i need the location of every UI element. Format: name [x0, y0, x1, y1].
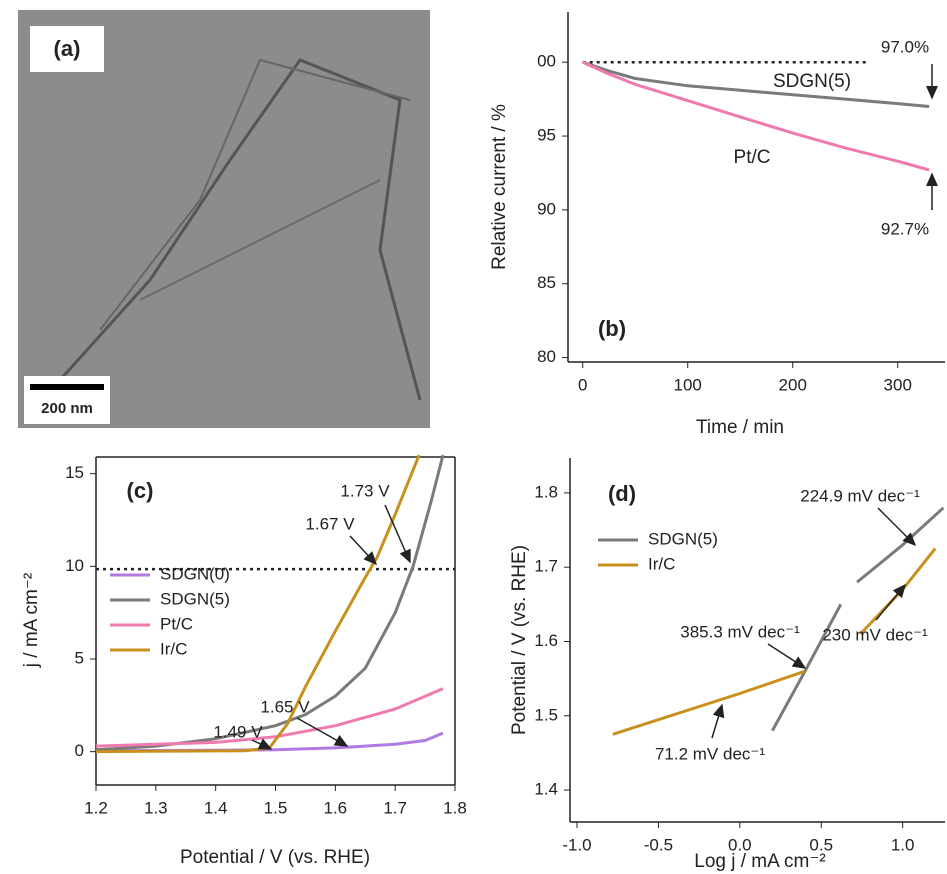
x-tick-label: 1.4: [204, 798, 228, 817]
y-tick-label: 80: [537, 347, 556, 366]
annotation: 230 mV dec⁻¹: [822, 625, 928, 644]
annotation: 385.3 mV dec⁻¹: [680, 622, 800, 641]
y-tick-label: 1.4: [534, 780, 558, 799]
x-tick-label: 1.7: [383, 798, 407, 817]
tem-image: (a) 200 nm: [18, 10, 430, 428]
x-axis-title: Time / min: [696, 417, 784, 438]
annotation-arrow: [878, 508, 915, 545]
x-tick-label: 300: [884, 375, 912, 394]
x-tick-label: 100: [674, 375, 702, 394]
annotation-arrow: [350, 536, 376, 564]
annotation-arrow: [768, 644, 805, 668]
y-tick-label: 1.6: [534, 631, 558, 650]
panel-label: (c): [127, 478, 154, 503]
annotation: 1.73 V: [340, 481, 390, 500]
x-tick-label: 1.0: [891, 835, 915, 854]
panel-label: (a): [54, 36, 81, 61]
x-tick-label: 1.6: [324, 798, 348, 817]
y-tick-label: 5: [75, 648, 84, 667]
y-tick-label: 1.7: [534, 557, 558, 576]
legend-label: Ir/C: [648, 554, 675, 573]
annotation: 224.9 mV dec⁻¹: [800, 486, 920, 505]
x-tick-label: 1.5: [264, 798, 288, 817]
series-line: [772, 508, 943, 731]
x-tick-label: -1.0: [562, 835, 591, 854]
y-tick-label: 0: [75, 741, 84, 760]
annotation: 92.7%: [881, 219, 929, 238]
legend-label: SDGN(5): [648, 529, 718, 548]
x-tick-label: 200: [779, 375, 807, 394]
annotation-arrow: [712, 705, 722, 738]
legend-label: Pt/C: [160, 614, 193, 633]
y-axis-title: Relative current / %: [489, 104, 510, 270]
y-tick-label: 90: [537, 199, 556, 218]
x-tick-label: 1.2: [84, 798, 108, 817]
y-tick-label: 1.8: [534, 482, 558, 501]
annotation: 1.65 V: [260, 697, 310, 716]
y-axis-title: j / mA cm⁻²: [21, 573, 42, 668]
annotation: 1.49 V: [213, 722, 263, 741]
x-tick-label: 1.3: [144, 798, 168, 817]
series-label: SDGN(5): [773, 71, 851, 92]
annotation: 71.2 mV dec⁻¹: [655, 744, 765, 763]
y-tick-label: 10: [65, 556, 84, 575]
panel-label: (b): [598, 316, 626, 341]
series-label: Pt/C: [734, 147, 771, 168]
y-tick-label: 00: [537, 52, 556, 71]
y-axis-title: Potential / V (vs. RHE): [509, 545, 530, 735]
annotation: 97.0%: [881, 37, 929, 56]
legend-label: Ir/C: [160, 639, 187, 658]
y-tick-label: 1.5: [534, 705, 558, 724]
y-tick-label: 85: [537, 273, 556, 292]
x-axis-title: Log j / mA cm⁻²: [694, 851, 825, 872]
panel-label: (d): [608, 481, 636, 506]
x-tick-label: 1.8: [443, 798, 467, 817]
annotation-arrow: [876, 585, 905, 620]
figure: (a) 200 nm 01002003008085909500Time / mi…: [0, 0, 947, 874]
y-tick-label: 15: [65, 463, 84, 482]
legend-label: SDGN(0): [160, 564, 230, 583]
y-tick-label: 95: [537, 126, 556, 145]
x-tick-label: -0.5: [644, 835, 673, 854]
annotation: 1.67 V: [305, 514, 355, 533]
x-tick-label: 0: [578, 375, 587, 394]
x-axis-title: Potential / V (vs. RHE): [180, 847, 370, 868]
legend-label: SDGN(5): [160, 589, 230, 608]
scale-bar-label: 200 nm: [41, 400, 93, 417]
